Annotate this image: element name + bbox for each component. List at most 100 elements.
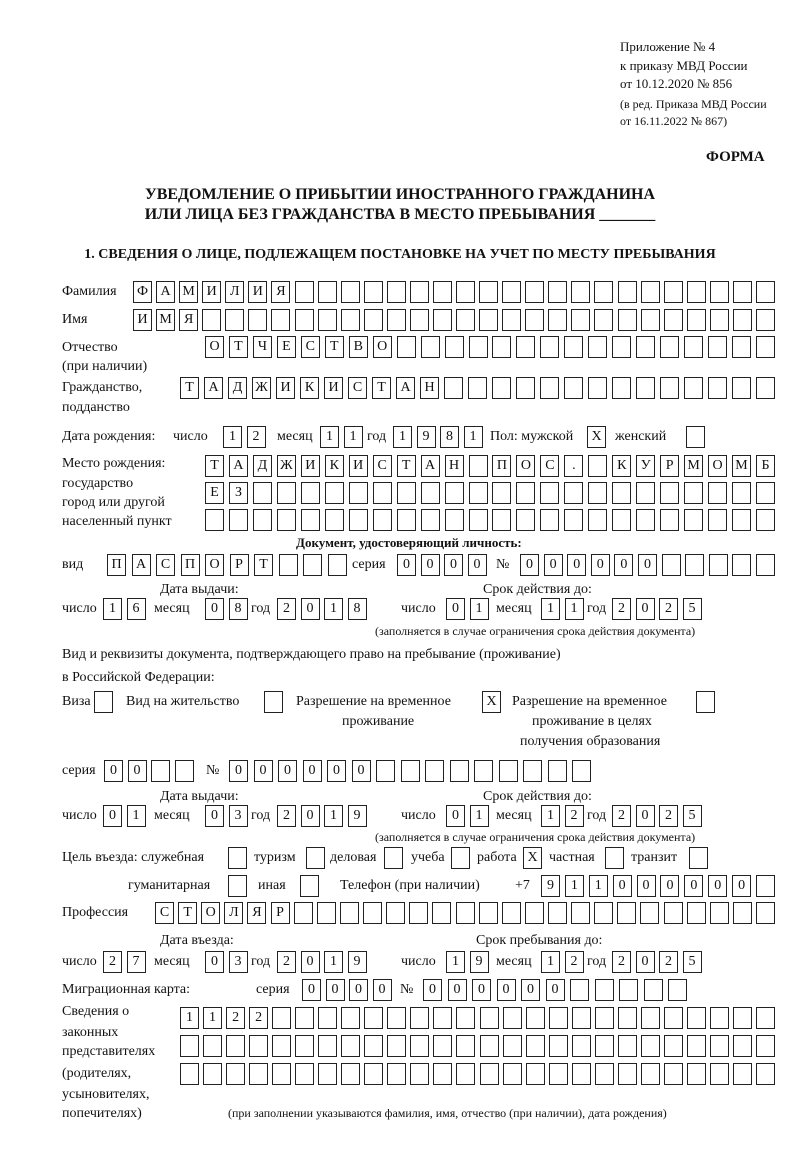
char-cell[interactable]: 1 — [588, 875, 608, 897]
char-cell[interactable]: Д — [228, 377, 247, 399]
char-cell[interactable] — [684, 336, 704, 358]
char-cell[interactable] — [588, 336, 608, 358]
char-cell[interactable] — [348, 482, 368, 504]
char-cell[interactable] — [252, 482, 272, 504]
char-cell[interactable] — [617, 1035, 637, 1057]
char-cell[interactable] — [300, 509, 320, 531]
char-cell[interactable]: 8 — [347, 598, 367, 620]
char-cell[interactable] — [492, 482, 512, 504]
checkbox-cell[interactable] — [306, 847, 325, 869]
char-cell[interactable]: 3 — [228, 951, 248, 973]
char-cell[interactable] — [502, 309, 522, 331]
char-cell[interactable] — [498, 760, 518, 782]
char-cell[interactable] — [594, 1007, 614, 1029]
char-cell[interactable] — [732, 1007, 752, 1029]
char-cell[interactable]: 0 — [300, 598, 320, 620]
char-cell[interactable] — [174, 760, 194, 782]
char-cell[interactable]: И — [276, 377, 295, 399]
char-cell[interactable] — [547, 902, 567, 924]
char-cell[interactable]: К — [612, 455, 632, 477]
char-cell[interactable]: 0 — [467, 554, 487, 576]
checkbox-cell[interactable] — [228, 847, 247, 869]
char-cell[interactable]: Я — [271, 281, 291, 303]
char-cell[interactable] — [617, 1007, 637, 1029]
char-cell[interactable]: 0 — [447, 979, 467, 1001]
char-cell[interactable] — [594, 1035, 614, 1057]
char-cell[interactable] — [303, 554, 322, 576]
char-cell[interactable] — [386, 309, 406, 331]
char-cell[interactable]: Е — [276, 336, 296, 358]
char-cell[interactable]: 0 — [660, 875, 680, 897]
char-cell[interactable]: Л — [225, 281, 245, 303]
char-cell[interactable] — [410, 1063, 430, 1085]
char-cell[interactable]: Р — [660, 455, 680, 477]
char-cell[interactable] — [663, 281, 683, 303]
char-cell[interactable] — [249, 1035, 269, 1057]
char-cell[interactable] — [756, 875, 775, 897]
char-cell[interactable] — [571, 309, 591, 331]
char-cell[interactable] — [640, 902, 660, 924]
char-cell[interactable] — [548, 309, 568, 331]
char-cell[interactable]: 2 — [612, 805, 631, 827]
char-cell[interactable]: 9 — [347, 951, 367, 973]
char-cell[interactable] — [548, 281, 568, 303]
char-cell[interactable] — [525, 1063, 545, 1085]
char-cell[interactable]: 0 — [103, 805, 122, 827]
char-cell[interactable]: 0 — [444, 554, 463, 576]
char-cell[interactable]: С — [540, 455, 560, 477]
char-cell[interactable]: 8 — [228, 598, 248, 620]
char-cell[interactable]: 0 — [612, 875, 632, 897]
char-cell[interactable]: 0 — [127, 760, 147, 782]
char-cell[interactable] — [525, 1035, 545, 1057]
char-cell[interactable] — [663, 902, 683, 924]
char-cell[interactable]: Ф — [133, 281, 152, 303]
char-cell[interactable] — [396, 482, 416, 504]
char-cell[interactable] — [640, 1007, 660, 1029]
char-cell[interactable] — [295, 1035, 315, 1057]
char-cell[interactable]: 8 — [440, 426, 459, 448]
char-cell[interactable] — [396, 509, 416, 531]
char-cell[interactable] — [387, 1035, 407, 1057]
char-cell[interactable]: О — [201, 902, 221, 924]
char-cell[interactable] — [444, 482, 464, 504]
char-cell[interactable]: С — [372, 455, 392, 477]
char-cell[interactable]: Т — [396, 455, 416, 477]
char-cell[interactable] — [432, 309, 452, 331]
char-cell[interactable] — [640, 1035, 660, 1057]
char-cell[interactable] — [474, 760, 493, 782]
char-cell[interactable]: 2 — [103, 951, 122, 973]
char-cell[interactable]: 0 — [397, 554, 416, 576]
char-cell[interactable]: 0 — [372, 979, 392, 1001]
char-cell[interactable] — [594, 902, 614, 924]
char-cell[interactable] — [400, 760, 420, 782]
char-cell[interactable] — [564, 377, 583, 399]
char-cell[interactable] — [663, 309, 683, 331]
char-cell[interactable]: 1 — [324, 951, 343, 973]
char-cell[interactable] — [468, 482, 488, 504]
char-cell[interactable] — [340, 309, 360, 331]
char-cell[interactable]: 0 — [327, 760, 346, 782]
char-cell[interactable] — [492, 509, 512, 531]
char-cell[interactable]: И — [348, 455, 368, 477]
char-cell[interactable]: Н — [420, 377, 439, 399]
char-cell[interactable] — [433, 1007, 453, 1029]
char-cell[interactable] — [468, 377, 487, 399]
char-cell[interactable]: С — [156, 554, 175, 576]
char-cell[interactable] — [324, 509, 344, 531]
char-cell[interactable] — [372, 509, 392, 531]
char-cell[interactable] — [732, 482, 752, 504]
char-cell[interactable]: М — [684, 455, 704, 477]
char-cell[interactable] — [456, 281, 476, 303]
char-cell[interactable]: И — [324, 377, 343, 399]
char-cell[interactable]: В — [348, 336, 368, 358]
char-cell[interactable] — [709, 281, 729, 303]
char-cell[interactable]: Т — [254, 554, 273, 576]
char-cell[interactable] — [756, 902, 775, 924]
char-cell[interactable] — [341, 1063, 361, 1085]
char-cell[interactable] — [709, 1063, 729, 1085]
char-cell[interactable]: 0 — [614, 554, 634, 576]
char-cell[interactable] — [663, 1063, 683, 1085]
char-cell[interactable] — [341, 1035, 361, 1057]
char-cell[interactable] — [756, 377, 775, 399]
char-cell[interactable] — [732, 1063, 752, 1085]
